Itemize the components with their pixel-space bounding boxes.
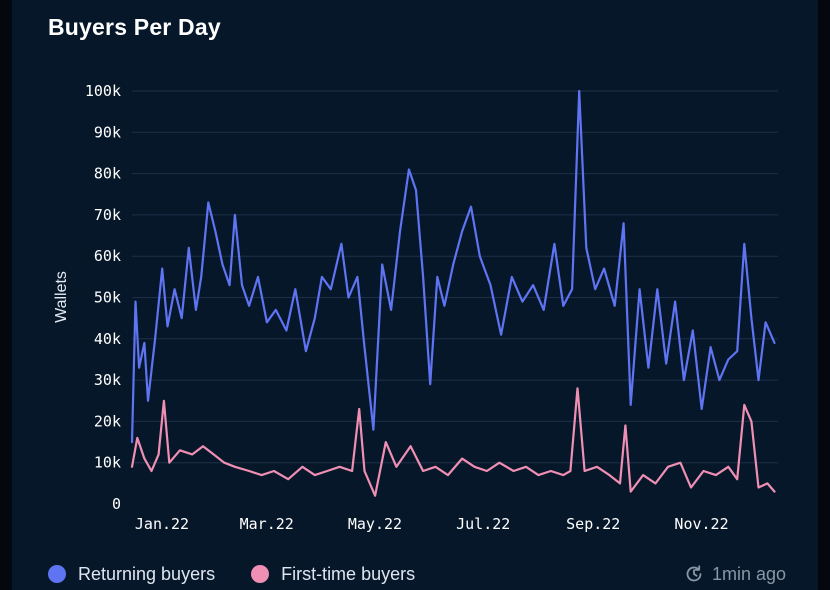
y-tick-label: 70k xyxy=(94,206,121,224)
y-tick-label: 90k xyxy=(94,123,121,141)
legend-label-first-time: First-time buyers xyxy=(281,563,416,584)
legend-item-returning[interactable]: Returning buyers xyxy=(48,564,215,585)
y-tick-label: 40k xyxy=(94,330,121,348)
grid-lines xyxy=(132,90,778,464)
x-tick-label: Jul.22 xyxy=(456,515,510,533)
series-lines xyxy=(130,89,776,497)
x-tick-labels: Jan.22 Mar.22 May.22 Jul.22 Sep.22 Nov.22 xyxy=(135,515,729,533)
legend-label-returning: Returning buyers xyxy=(78,563,216,584)
x-tick-label: Jan.22 xyxy=(135,515,189,533)
x-tick-label: May.22 xyxy=(348,515,402,533)
x-tick-label: Mar.22 xyxy=(240,515,294,533)
series-line-first-time-buyers xyxy=(130,387,776,497)
y-tick-label: 60k xyxy=(94,247,121,265)
frame-edge-right xyxy=(818,0,830,590)
y-tick-label: 100k xyxy=(85,82,121,100)
last-updated[interactable]: 1min ago xyxy=(684,562,786,586)
y-tick-labels: 0 10k 20k 30k 40k 50k 60k 70k 80k 90k 100k xyxy=(85,82,121,513)
chart-title: Buyers Per Day xyxy=(48,14,221,40)
chart-card xyxy=(12,0,818,590)
legend-swatch-first-time xyxy=(251,565,270,583)
refresh-clock-icon xyxy=(686,565,702,582)
last-updated-text: 1min ago xyxy=(711,563,786,584)
y-tick-label: 80k xyxy=(94,165,121,183)
y-tick-label: 20k xyxy=(94,412,121,430)
y-tick-label: 0 xyxy=(112,495,121,513)
series-line-returning-buyers xyxy=(130,89,776,444)
y-tick-label: 50k xyxy=(94,289,121,307)
frame-edge-left xyxy=(0,0,12,590)
chart-svg: 0 10k 20k 30k 40k 50k 60k 70k 80k 90k 100k Jan.22 M… xyxy=(53,82,778,533)
legend: Returning buyers First-time buyers xyxy=(48,562,451,586)
y-tick-label: 30k xyxy=(94,371,121,389)
x-tick-label: Nov.22 xyxy=(674,515,728,533)
y-tick-label: 10k xyxy=(94,454,121,472)
y-axis-label: Wallets xyxy=(53,271,70,323)
legend-item-first-time[interactable]: First-time buyers xyxy=(251,564,415,585)
legend-swatch-returning xyxy=(48,565,66,583)
x-tick-label: Sep.22 xyxy=(566,515,620,533)
